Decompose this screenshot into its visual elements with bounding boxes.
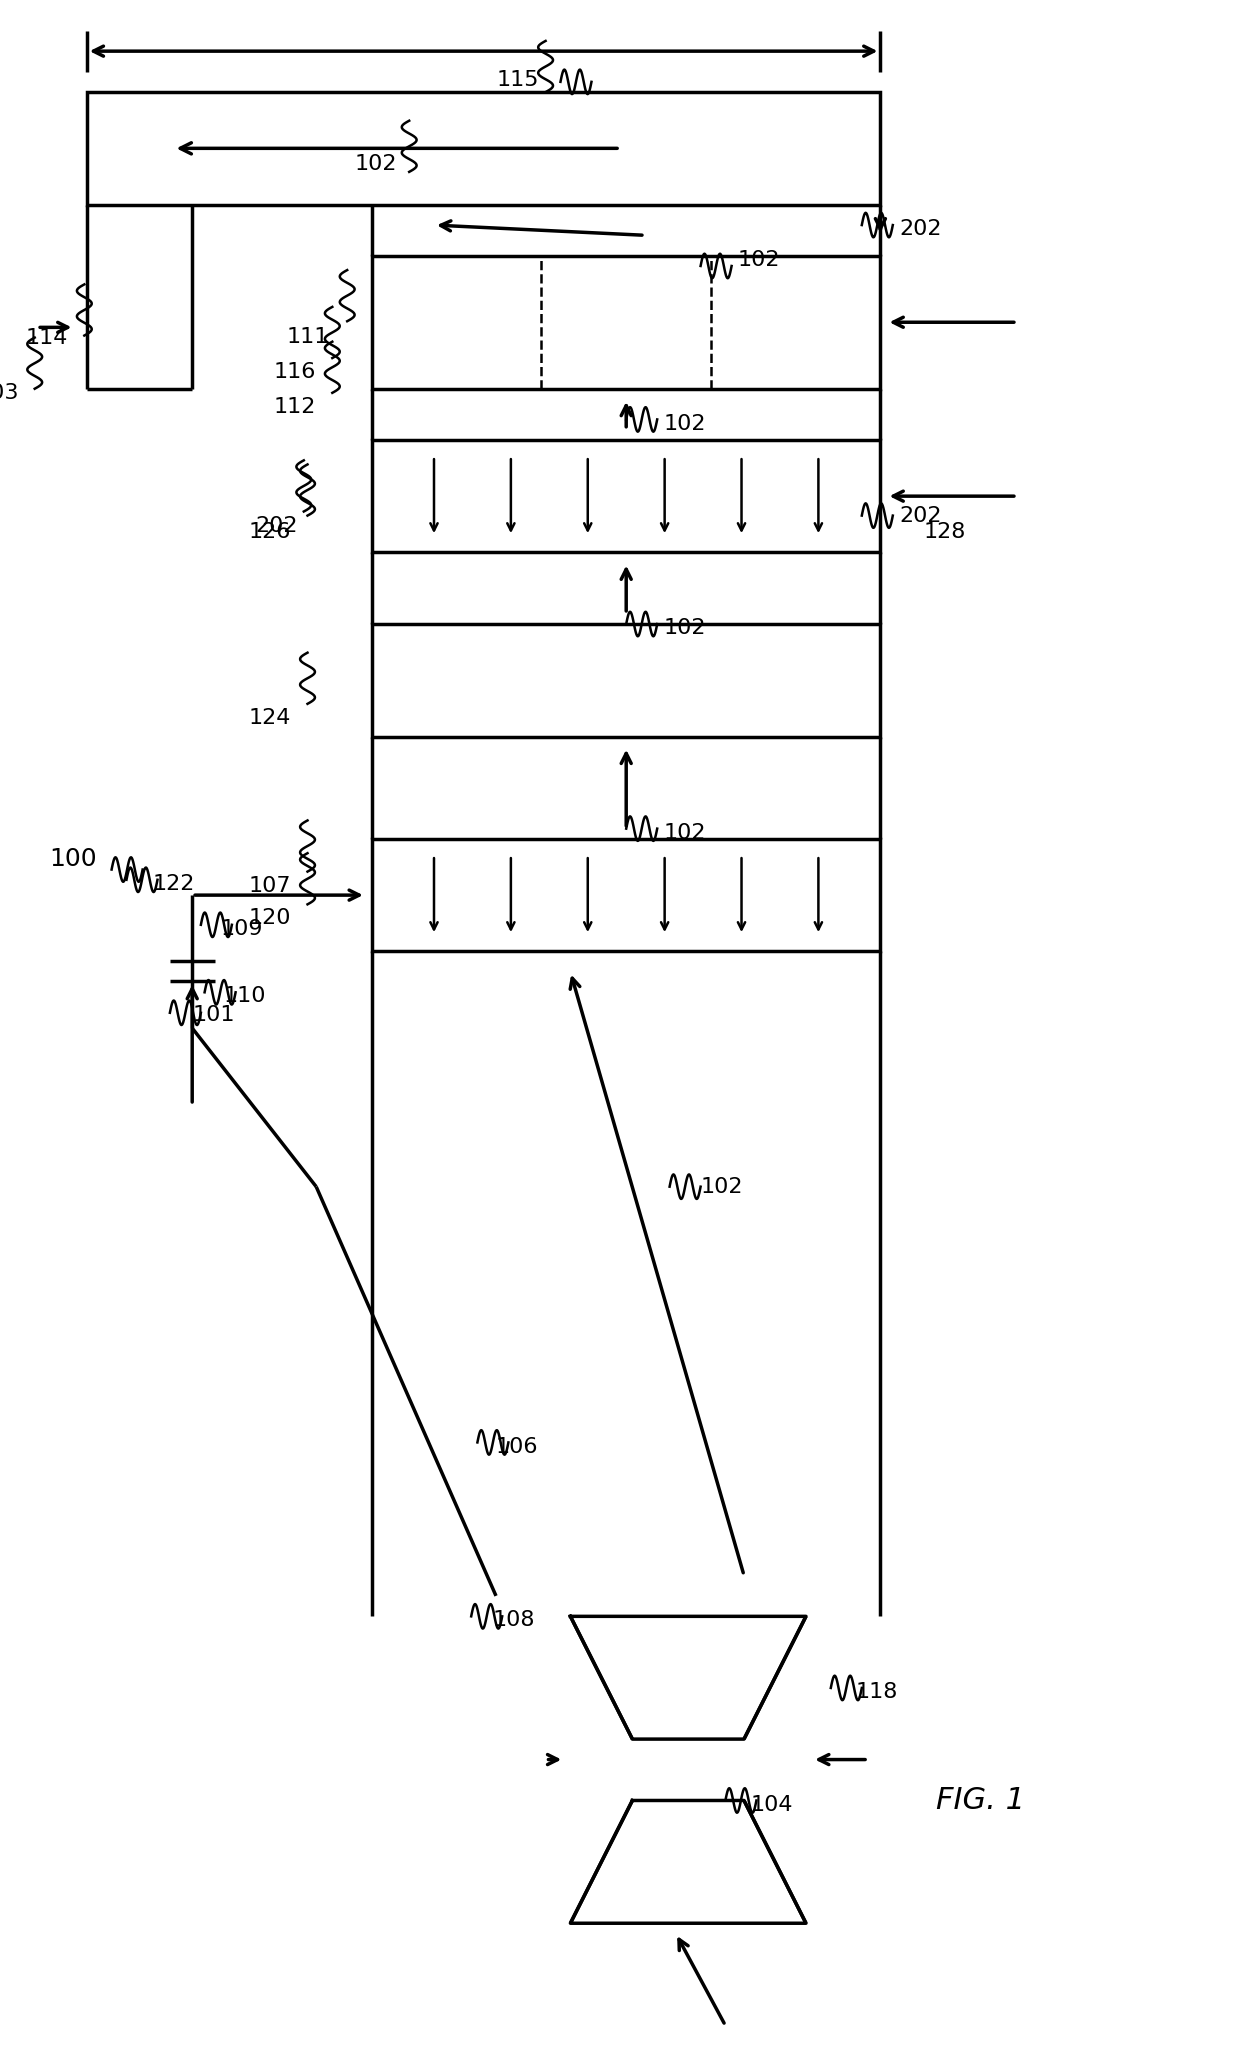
Polygon shape <box>570 1616 806 1739</box>
Text: 109: 109 <box>221 919 263 939</box>
Text: 122: 122 <box>153 874 195 894</box>
Text: 202: 202 <box>899 505 941 526</box>
Text: 120: 120 <box>249 908 291 929</box>
Polygon shape <box>570 1800 806 1923</box>
Bar <box>372 839 880 951</box>
Text: 104: 104 <box>750 1794 792 1815</box>
Text: 118: 118 <box>856 1682 898 1702</box>
Bar <box>372 256 880 389</box>
Text: 202: 202 <box>899 219 941 239</box>
Text: 114: 114 <box>26 327 68 348</box>
Bar <box>87 92 880 205</box>
Text: 108: 108 <box>492 1610 534 1631</box>
Text: 128: 128 <box>924 522 966 542</box>
Bar <box>372 624 880 737</box>
Text: 106: 106 <box>496 1436 538 1457</box>
Text: 112: 112 <box>274 397 316 417</box>
Text: 102: 102 <box>355 153 397 174</box>
Text: 102: 102 <box>663 618 706 638</box>
Text: 124: 124 <box>249 708 291 728</box>
Text: 110: 110 <box>223 986 265 1007</box>
Text: 102: 102 <box>663 822 706 843</box>
Text: 111: 111 <box>286 327 329 348</box>
Text: 115: 115 <box>497 70 539 90</box>
Text: 116: 116 <box>274 362 316 383</box>
Text: 103: 103 <box>0 383 19 403</box>
Bar <box>372 440 880 552</box>
Text: FIG. 1: FIG. 1 <box>936 1786 1025 1815</box>
Text: 102: 102 <box>738 250 780 270</box>
Text: 126: 126 <box>249 522 291 542</box>
Text: 107: 107 <box>249 876 291 896</box>
Text: 202: 202 <box>255 516 298 536</box>
Text: 102: 102 <box>701 1176 743 1197</box>
Text: 101: 101 <box>192 1005 234 1025</box>
Text: 100: 100 <box>50 847 97 872</box>
Text: 102: 102 <box>663 413 706 434</box>
